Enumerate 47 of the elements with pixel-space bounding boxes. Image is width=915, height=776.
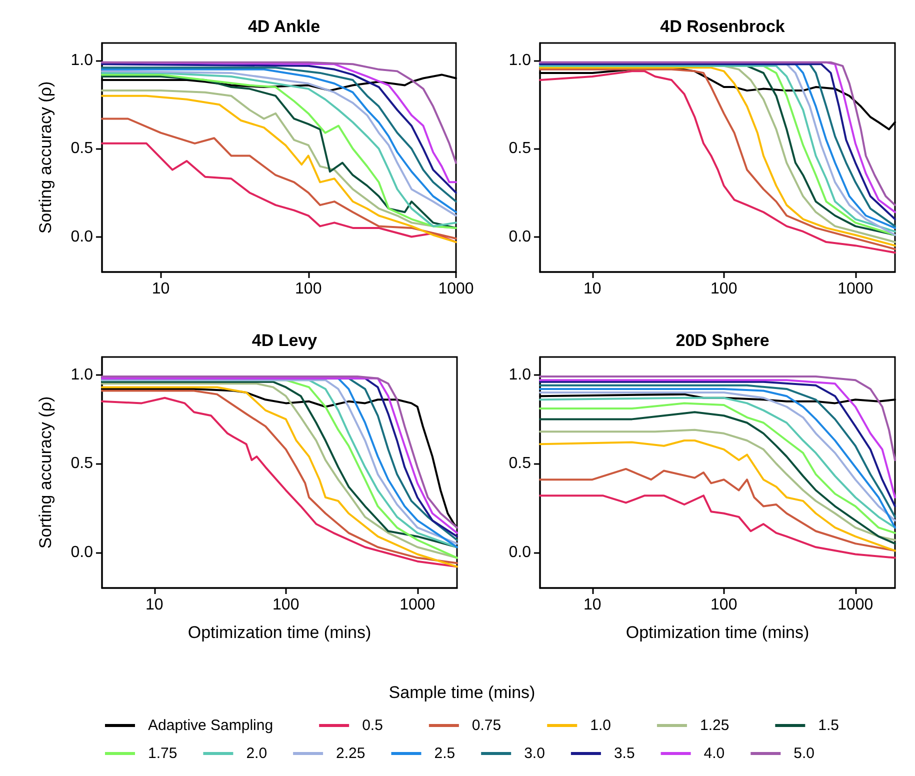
x-tick-label: 10 [583,280,602,298]
legend-label: 1.25 [700,717,730,734]
legend-label: 2.5 [434,745,456,762]
y-tick-label: 1.0 [70,366,94,384]
legend-label: 0.75 [472,717,502,734]
chart-title: 4D Levy [252,331,318,350]
y-tick-label: 0.5 [508,140,532,158]
y-tick-label: 0.5 [70,140,94,158]
legend-label: 0.5 [362,717,383,734]
y-tick-label: 0.0 [508,228,532,246]
y-tick-label: 0.0 [70,544,94,561]
legend-label: 1.0 [590,717,611,734]
chart-title: 20D Sphere [676,331,770,350]
chart-title: 4D Rosenbrock [660,17,786,36]
y-tick-label: 1.0 [70,52,94,70]
legend-label: 1.75 [148,745,178,762]
legend-title: Sample time (mins) [388,683,536,702]
legend-label: 2.25 [336,745,366,762]
legend-label: 2.0 [246,745,268,762]
x-tick-label: 10 [583,596,602,614]
legend-label: 5.0 [794,745,815,762]
legend-label: Adaptive Sampling [148,717,274,734]
y-tick-label: 1.0 [508,52,532,70]
legend-label: 1.5 [818,717,840,734]
x-tick-label: 100 [710,596,738,614]
y-tick-label: 0.5 [508,455,532,472]
y-tick-label: 0.0 [508,544,532,561]
x-axis-title: Optimization time (mins) [188,623,372,642]
x-tick-label: 1000 [838,280,874,298]
y-tick-label: 1.0 [508,366,532,384]
y-axis-title: Sorting accuracy (ρ) [36,81,55,234]
y-tick-label: 0.0 [70,228,94,246]
x-tick-label: 10 [152,280,170,298]
x-tick-label: 100 [295,280,322,298]
x-tick-label: 1000 [400,596,436,614]
x-axis-title: Optimization time (mins) [626,623,810,642]
y-tick-label: 0.5 [70,455,94,472]
chart-title: 4D Ankle [248,17,320,36]
y-axis-title: Sorting accuracy (ρ) [36,396,55,549]
x-tick-label: 100 [710,280,738,298]
x-tick-label: 10 [145,596,164,614]
legend-label: 3.5 [614,745,635,762]
legend-label: 3.0 [524,745,545,762]
x-tick-label: 100 [272,596,300,614]
x-tick-label: 1000 [838,596,874,614]
legend-label: 4.0 [704,745,725,762]
x-tick-label: 1000 [438,280,474,298]
